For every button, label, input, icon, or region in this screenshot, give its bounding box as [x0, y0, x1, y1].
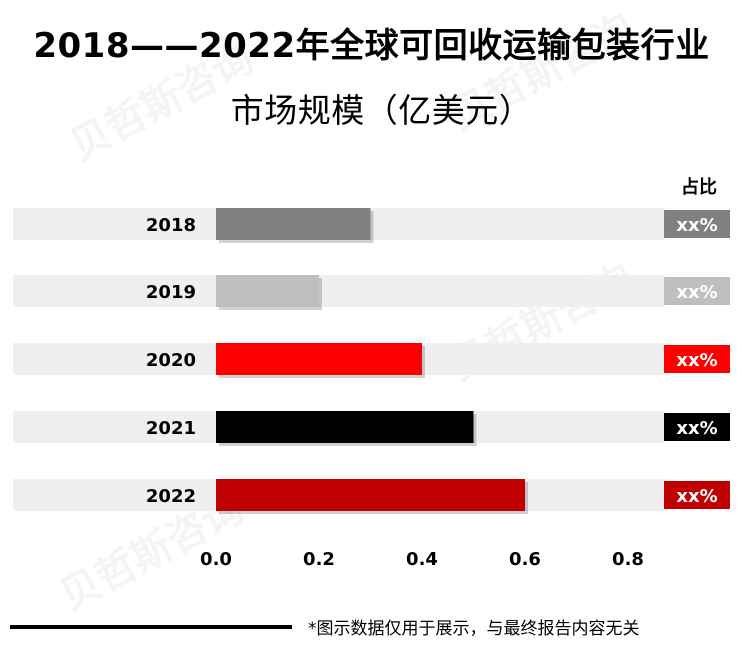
share-label: xx%	[676, 486, 717, 507]
category-label: 2019	[146, 282, 196, 303]
share-label: xx%	[676, 282, 717, 303]
bar	[216, 343, 422, 375]
category-label: 2022	[146, 486, 196, 507]
category-label: 2018	[146, 215, 196, 236]
share-badge	[664, 345, 730, 373]
footnote-rule	[10, 625, 292, 629]
bar	[216, 208, 371, 240]
share-header: 占比	[681, 176, 717, 198]
share-badge	[664, 413, 730, 441]
share-badge	[664, 277, 730, 305]
share-badge	[664, 210, 730, 238]
x-tick-label: 0.8	[612, 549, 644, 570]
chart-title-line-2: 市场规模（亿美元）	[230, 91, 533, 130]
category-label: 2021	[146, 418, 196, 439]
bar	[216, 411, 474, 443]
footnote: *图示数据仅用于展示，与最终报告内容无关	[308, 619, 640, 639]
share-label: xx%	[676, 215, 717, 236]
x-tick-label: 0.6	[509, 549, 541, 570]
x-tick-label: 0.2	[303, 549, 335, 570]
share-label: xx%	[676, 418, 717, 439]
bar	[216, 479, 525, 511]
bar-track	[13, 275, 665, 307]
x-tick-label: 0.4	[406, 549, 438, 570]
chart-title-line-1: 2018——2022年全球可回收运输包装行业	[33, 26, 710, 66]
bar	[216, 275, 319, 307]
share-badge	[664, 481, 730, 509]
x-tick-label: 0.0	[200, 549, 232, 570]
category-label: 2020	[146, 350, 196, 371]
share-label: xx%	[676, 350, 717, 371]
